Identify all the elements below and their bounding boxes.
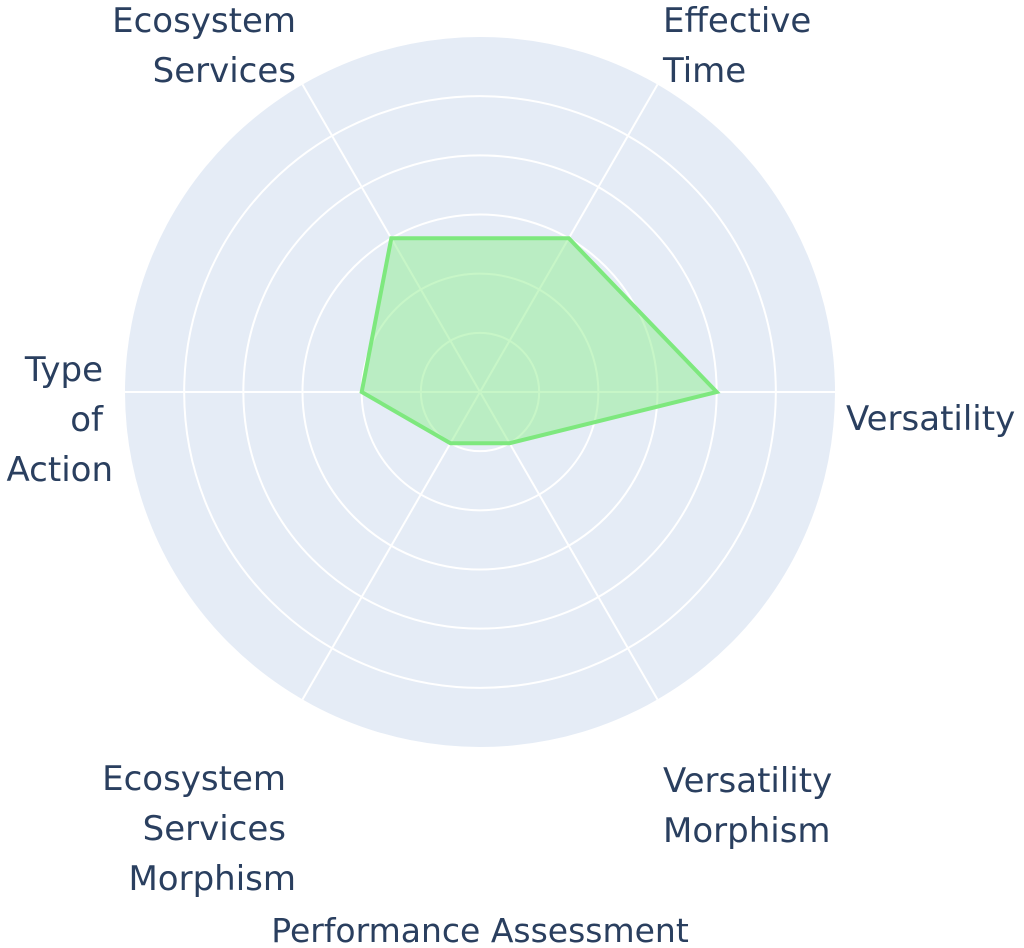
axis-labels: Versatility Effective Time Ecosystem Servi… — [7, 1, 1016, 899]
axis-label-line: Effective — [663, 1, 811, 41]
chart-title: Performance Assessment — [271, 911, 689, 948]
axis-label-line: Ecosystem — [112, 1, 296, 41]
axis-label-line: Morphism — [128, 859, 296, 899]
axis-label-line: Type — [24, 350, 103, 390]
axis-label-line: Services — [143, 809, 286, 849]
axis-label-ecosystem-services-morphism: Ecosystem Services Morphism — [102, 759, 296, 899]
axis-label-line: Action — [7, 450, 113, 490]
axis-label-ecosystem-services: Ecosystem Services — [112, 1, 296, 91]
series-area — [359, 236, 721, 446]
axis-label-effective-time: Effective Time — [662, 1, 811, 91]
axis-label-line: Ecosystem — [102, 759, 286, 799]
axis-label-line: Time — [662, 51, 746, 91]
axis-label-line: Morphism — [663, 811, 831, 851]
axis-label-line: of — [70, 400, 104, 440]
axis-label-versatility: Versatility — [846, 399, 1015, 439]
axis-label-line: Versatility — [663, 761, 832, 801]
axis-label-type-of-action: Type of Action — [7, 350, 113, 490]
axis-label-versatility-morphism: Versatility Morphism — [663, 761, 832, 851]
axis-label-line: Services — [153, 51, 296, 91]
